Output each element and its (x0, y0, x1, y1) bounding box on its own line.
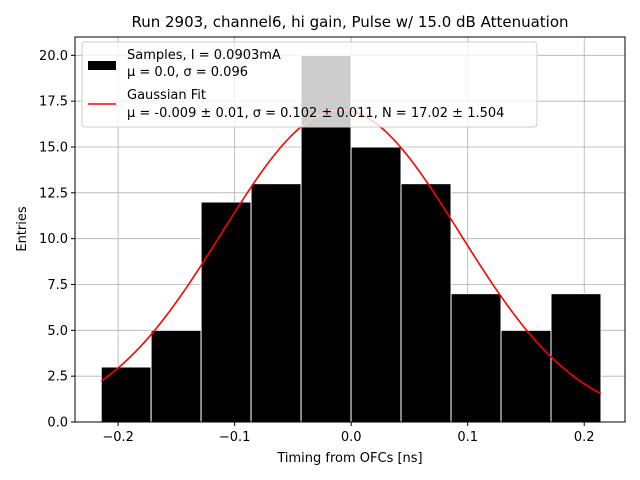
y-tick-label: 15.0 (39, 141, 68, 156)
histogram-bar (200, 201, 252, 423)
histogram-bar (150, 329, 202, 423)
legend-samples-label: Samples, I = 0.0903mA (127, 48, 281, 63)
y-tick-label: 0.0 (47, 416, 68, 431)
y-tick-label: 2.5 (47, 370, 68, 385)
chart-title: Run 2903, channel6, hi gain, Pulse w/ 15… (131, 13, 568, 31)
y-tick-label: 7.5 (47, 278, 68, 293)
legend-fit-stats: μ = -0.009 ± 0.01, σ = 0.102 ± 0.011, N … (127, 106, 504, 121)
histogram-bar (550, 293, 602, 423)
y-axis-label: Entries (15, 206, 30, 252)
y-tick-label: 17.5 (39, 95, 68, 110)
legend-box (81, 41, 538, 128)
x-tick-label: 0.2 (574, 430, 595, 445)
y-axis-ticks: 0.0 2.5 5.0 7.5 10.0 12.5 15.0 17.5 20.0 (39, 49, 75, 431)
legend-samples-swatch (88, 61, 116, 70)
legend-fit-label: Gaussian Fit (127, 88, 206, 103)
x-tick-label: −0.1 (219, 430, 251, 445)
x-tick-label: −0.2 (102, 430, 134, 445)
legend-samples-stats: μ = 0.0, σ = 0.096 (127, 65, 248, 80)
histogram-bar (250, 183, 302, 423)
plot-frame (74, 36, 626, 423)
x-tick-label: 0.0 (341, 430, 362, 445)
histogram-bar (400, 183, 452, 423)
histogram-bar (350, 146, 402, 423)
y-tick-label: 10.0 (39, 232, 68, 247)
y-tick-label: 12.5 (39, 186, 68, 201)
histogram-bar (450, 293, 502, 423)
y-tick-label: 20.0 (39, 49, 68, 64)
y-tick-label: 5.0 (47, 324, 68, 339)
x-axis-ticks: −0.2 −0.1 0.0 0.1 0.2 (102, 422, 595, 445)
x-axis-label: Timing from OFCs [ns] (276, 451, 422, 466)
histogram-bar (500, 329, 552, 423)
x-tick-label: 0.1 (457, 430, 478, 445)
legend: Samples, I = 0.0903mA μ = 0.0, σ = 0.096… (81, 41, 538, 128)
